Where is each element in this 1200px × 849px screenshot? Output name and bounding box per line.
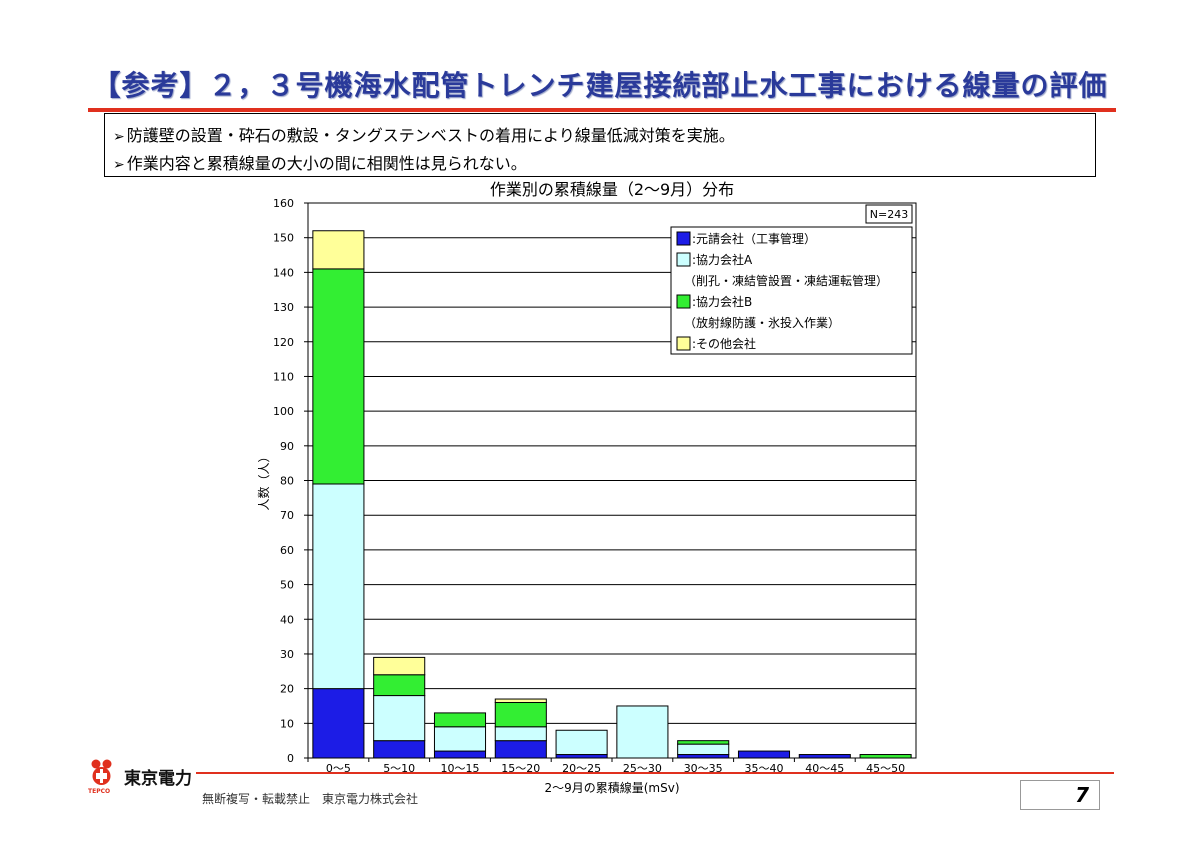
y-tick-label: 120 xyxy=(273,336,294,349)
bar-segment xyxy=(677,743,730,756)
x-tick-label: 10～15 xyxy=(441,762,480,775)
legend-label: :協力会社A xyxy=(692,252,753,267)
x-tick-label: 20～25 xyxy=(562,762,601,775)
bar-segment xyxy=(433,726,487,752)
x-tick-label: 5～10 xyxy=(383,762,415,775)
bar-segment xyxy=(555,729,608,756)
bar-segment xyxy=(798,754,851,759)
bar-segment xyxy=(312,688,365,759)
legend-label: :元請会社（工事管理） xyxy=(692,231,816,246)
y-tick-label: 80 xyxy=(280,475,294,488)
bar-segment xyxy=(616,705,669,759)
x-tick-label: 35～40 xyxy=(745,762,784,775)
bar-segment xyxy=(494,740,547,759)
bar-segment xyxy=(859,754,912,759)
y-tick-label: 110 xyxy=(273,370,294,383)
y-tick-label: 20 xyxy=(280,683,294,696)
bullet-box: ➢ 防護壁の設置・砕石の敷設・タングステンベストの着用により線量低減対策を実施。 … xyxy=(104,113,1096,177)
x-tick-label: 0～5 xyxy=(326,762,351,775)
bullet-arrow-icon: ➢ xyxy=(113,129,125,145)
bar-segment xyxy=(494,702,547,728)
y-tick-label: 70 xyxy=(280,509,294,522)
slide-title: 【参考】２，３号機海水配管トレンチ建屋接続部止水工事における線量の評価 xyxy=(92,69,1108,102)
copyright-notice: 無断複写・転載禁止 東京電力株式会社 xyxy=(202,792,419,806)
y-tick-label: 160 xyxy=(273,197,294,210)
bar-segment xyxy=(433,712,487,728)
annotation-text: N=243 xyxy=(870,208,908,221)
legend-swatch xyxy=(676,252,691,267)
y-tick-label: 150 xyxy=(273,232,294,245)
title-rule xyxy=(88,108,1116,112)
bar-segment xyxy=(373,674,426,697)
y-tick-label: 0 xyxy=(287,752,294,765)
legend-swatch xyxy=(676,294,691,309)
y-tick-label: 140 xyxy=(273,266,294,279)
bar-segment xyxy=(737,750,791,759)
y-tick-label: 30 xyxy=(280,648,294,661)
bar-segment xyxy=(494,698,547,703)
legend-sublabel: （削孔・凍結管設置・凍結運転管理） xyxy=(684,273,888,288)
y-tick-label: 130 xyxy=(273,301,294,314)
y-axis-label: 人数（人） xyxy=(256,450,271,510)
legend-box xyxy=(670,226,913,355)
y-tick-label: 40 xyxy=(280,613,294,626)
bullet-arrow-icon: ➢ xyxy=(113,157,125,173)
bar-segment xyxy=(433,750,487,759)
legend-swatch xyxy=(676,231,691,246)
bar-segment xyxy=(677,754,730,759)
company-name: 東京電力 xyxy=(124,769,192,789)
y-tick-label: 90 xyxy=(280,440,294,453)
bar-segment xyxy=(555,754,608,759)
y-tick-label: 10 xyxy=(280,717,294,730)
x-tick-label: 40～45 xyxy=(805,762,844,775)
bar-segment xyxy=(312,483,365,690)
chart-title: 作業別の累積線量（2～9月）分布 xyxy=(490,180,734,199)
page-number: 7 xyxy=(1020,780,1100,810)
bullet-text: 作業内容と累積線量の大小の間に相関性は見られない。 xyxy=(126,154,527,173)
x-tick-label: 15～20 xyxy=(501,762,540,775)
bar-segment xyxy=(312,230,365,270)
bullet-item: ➢ 防護壁の設置・砕石の敷設・タングステンベストの着用により線量低減対策を実施。 xyxy=(113,122,735,146)
bullet-item: ➢ 作業内容と累積線量の大小の間に相関性は見られない。 xyxy=(113,150,527,174)
x-tick-label: 25～30 xyxy=(623,762,662,775)
bar-segment xyxy=(373,740,426,759)
x-tick-label: 45～50 xyxy=(866,762,905,775)
y-tick-label: 50 xyxy=(280,579,294,592)
y-tick-label: 100 xyxy=(273,405,294,418)
legend-label: :協力会社B xyxy=(692,294,752,309)
legend-swatch xyxy=(676,336,691,351)
legend-label: :その他会社 xyxy=(692,336,756,351)
bar-segment xyxy=(677,740,730,745)
tepco-logo-icon xyxy=(91,759,112,785)
legend-sublabel: （放射線防護・氷投入作業） xyxy=(684,315,840,330)
bar-segment xyxy=(373,695,426,742)
annotation-box xyxy=(865,204,913,224)
bullet-text: 防護壁の設置・砕石の敷設・タングステンベストの着用により線量低減対策を実施。 xyxy=(126,126,735,145)
y-tick-label: 60 xyxy=(280,544,294,557)
bar-segment xyxy=(494,726,547,742)
logo-caption: TEPCO xyxy=(88,788,111,795)
x-axis-label: 2～9月の累積線量(mSv) xyxy=(544,780,679,795)
company-logo: 東京電力 TEPCO xyxy=(84,758,204,798)
bar-segment xyxy=(312,268,365,485)
footer-rule xyxy=(196,772,1114,774)
x-tick-label: 30～35 xyxy=(684,762,723,775)
bar-segment xyxy=(373,656,426,676)
